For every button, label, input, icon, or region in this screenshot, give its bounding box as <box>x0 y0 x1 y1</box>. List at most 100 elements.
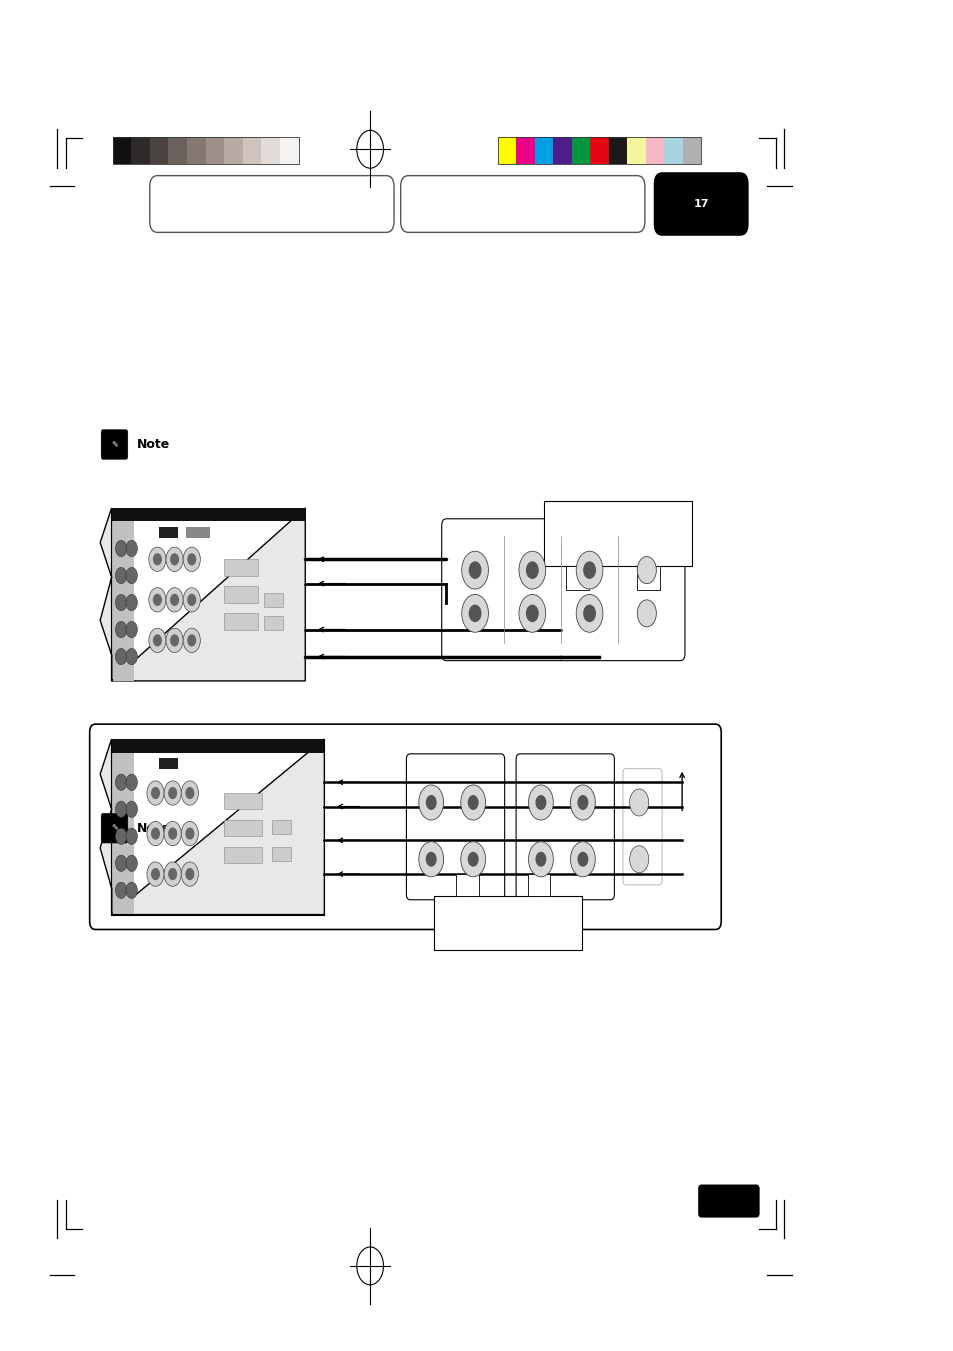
Circle shape <box>169 788 176 798</box>
Bar <box>224 847 262 863</box>
Bar <box>497 138 700 165</box>
Circle shape <box>526 605 537 621</box>
Circle shape <box>164 821 181 846</box>
Circle shape <box>629 789 648 816</box>
Circle shape <box>115 801 127 817</box>
FancyBboxPatch shape <box>622 769 661 885</box>
FancyBboxPatch shape <box>441 519 684 661</box>
Bar <box>645 138 663 165</box>
FancyBboxPatch shape <box>400 176 644 232</box>
Circle shape <box>153 594 161 605</box>
Circle shape <box>578 796 587 809</box>
Text: Note: Note <box>136 438 170 451</box>
Circle shape <box>147 821 164 846</box>
Circle shape <box>147 781 164 805</box>
Circle shape <box>152 828 159 839</box>
Circle shape <box>149 628 166 653</box>
Circle shape <box>149 588 166 612</box>
Circle shape <box>181 862 198 886</box>
Bar <box>224 559 257 576</box>
Circle shape <box>576 551 602 589</box>
Circle shape <box>126 594 137 611</box>
Circle shape <box>126 540 137 557</box>
Text: ✎: ✎ <box>111 824 118 832</box>
Bar <box>159 527 178 538</box>
Circle shape <box>115 567 127 584</box>
Circle shape <box>126 648 137 665</box>
Bar <box>168 138 187 165</box>
Circle shape <box>166 588 183 612</box>
Circle shape <box>183 628 200 653</box>
Circle shape <box>152 869 159 880</box>
Circle shape <box>188 635 195 646</box>
Bar <box>264 593 283 607</box>
Polygon shape <box>100 739 324 915</box>
Circle shape <box>461 594 488 632</box>
Circle shape <box>418 785 443 820</box>
Circle shape <box>518 594 545 632</box>
Circle shape <box>469 562 480 578</box>
Bar <box>535 138 553 165</box>
Circle shape <box>583 605 595 621</box>
Circle shape <box>536 796 545 809</box>
Circle shape <box>126 621 137 638</box>
Circle shape <box>578 852 587 866</box>
Bar <box>242 138 261 165</box>
Bar <box>205 138 224 165</box>
Circle shape <box>126 882 137 898</box>
FancyBboxPatch shape <box>654 173 747 235</box>
Circle shape <box>166 547 183 571</box>
Circle shape <box>469 605 480 621</box>
Circle shape <box>115 774 127 790</box>
FancyBboxPatch shape <box>101 430 128 459</box>
Circle shape <box>115 648 127 665</box>
FancyBboxPatch shape <box>516 754 614 900</box>
Bar <box>272 847 291 861</box>
Bar <box>608 138 627 165</box>
Circle shape <box>153 635 161 646</box>
Text: Note: Note <box>136 821 170 835</box>
Circle shape <box>576 594 602 632</box>
Circle shape <box>164 781 181 805</box>
Bar <box>280 138 298 165</box>
Bar <box>187 138 205 165</box>
Circle shape <box>171 635 178 646</box>
Bar <box>434 896 581 950</box>
Bar <box>112 521 133 681</box>
Circle shape <box>637 557 656 584</box>
Circle shape <box>186 869 193 880</box>
Circle shape <box>183 547 200 571</box>
Circle shape <box>461 551 488 589</box>
Circle shape <box>126 855 137 871</box>
Circle shape <box>152 788 159 798</box>
Polygon shape <box>100 508 305 681</box>
Circle shape <box>518 551 545 589</box>
Bar <box>627 138 645 165</box>
Circle shape <box>166 628 183 653</box>
Bar <box>112 508 305 521</box>
Circle shape <box>460 842 485 877</box>
FancyBboxPatch shape <box>698 1185 759 1217</box>
Circle shape <box>468 852 477 866</box>
Circle shape <box>186 788 193 798</box>
Circle shape <box>126 774 137 790</box>
Circle shape <box>186 828 193 839</box>
Bar <box>261 138 280 165</box>
Circle shape <box>115 882 127 898</box>
Circle shape <box>426 796 436 809</box>
Text: 17: 17 <box>693 199 708 209</box>
Bar <box>663 138 682 165</box>
Circle shape <box>115 855 127 871</box>
Bar <box>682 138 700 165</box>
Circle shape <box>528 785 553 820</box>
Circle shape <box>528 842 553 877</box>
Circle shape <box>460 785 485 820</box>
Circle shape <box>115 828 127 844</box>
Circle shape <box>126 828 137 844</box>
Bar <box>112 138 131 165</box>
Text: ✎: ✎ <box>111 440 118 449</box>
FancyBboxPatch shape <box>150 176 394 232</box>
Circle shape <box>188 554 195 565</box>
Circle shape <box>126 567 137 584</box>
Circle shape <box>570 842 595 877</box>
